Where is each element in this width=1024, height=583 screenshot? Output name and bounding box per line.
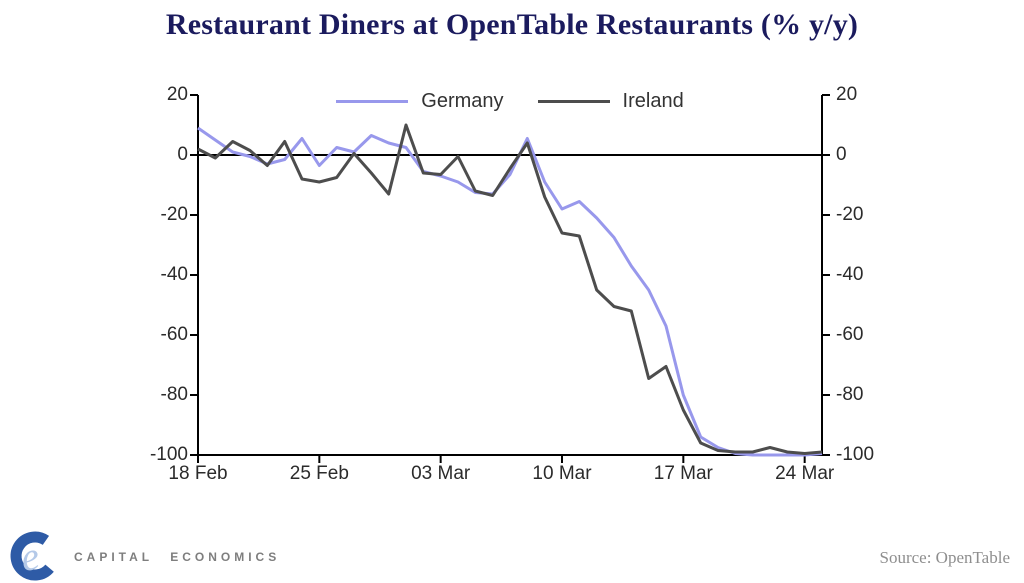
logo-c-mark-icon: e bbox=[10, 531, 54, 581]
y-tick-label-left: -60 bbox=[160, 324, 188, 345]
y-tick-label-right: 0 bbox=[836, 144, 847, 165]
legend-label-germany: Germany bbox=[421, 89, 504, 112]
y-tick-label-right: -40 bbox=[836, 264, 864, 285]
x-tick-label: 18 Feb bbox=[168, 463, 228, 484]
series-line-ireland bbox=[197, 123, 823, 455]
y-tick-label-left: 20 bbox=[166, 84, 188, 105]
legend-label-ireland: Ireland bbox=[622, 89, 684, 112]
capital-economics-logo: e CAPITAL ECONOMICS bbox=[8, 527, 280, 583]
y-tick-label-right: 20 bbox=[836, 84, 858, 105]
y-tick-label-left: -20 bbox=[160, 204, 188, 225]
logo-wordmark: CAPITAL ECONOMICS bbox=[74, 550, 281, 564]
y-tick-label-right: -80 bbox=[836, 384, 864, 405]
y-tick-label-left: 0 bbox=[177, 144, 188, 165]
x-tick-label: 25 Feb bbox=[289, 463, 349, 484]
y-tick-label-right: -100 bbox=[836, 444, 875, 465]
ireland-line-swatch bbox=[537, 99, 610, 103]
germany-line-swatch bbox=[336, 99, 409, 103]
source-note: Source: OpenTable bbox=[879, 548, 1010, 567]
legend: Germany Ireland bbox=[198, 88, 822, 114]
x-tick-label: 17 Mar bbox=[653, 463, 713, 484]
x-tick-label: 03 Mar bbox=[411, 463, 471, 484]
y-tick-label-right: -20 bbox=[836, 204, 864, 225]
series-line-germany bbox=[197, 126, 823, 457]
y-tick-label-left: -100 bbox=[149, 444, 188, 465]
x-tick-label: 24 Mar bbox=[775, 463, 835, 484]
x-tick-label: 10 Mar bbox=[532, 463, 592, 484]
y-tick-label-right: -60 bbox=[836, 324, 864, 345]
y-tick-label-left: -40 bbox=[160, 264, 188, 285]
chart-title: Restaurant Diners at OpenTable Restauran… bbox=[165, 8, 859, 41]
y-tick-label-left: -80 bbox=[160, 384, 188, 405]
